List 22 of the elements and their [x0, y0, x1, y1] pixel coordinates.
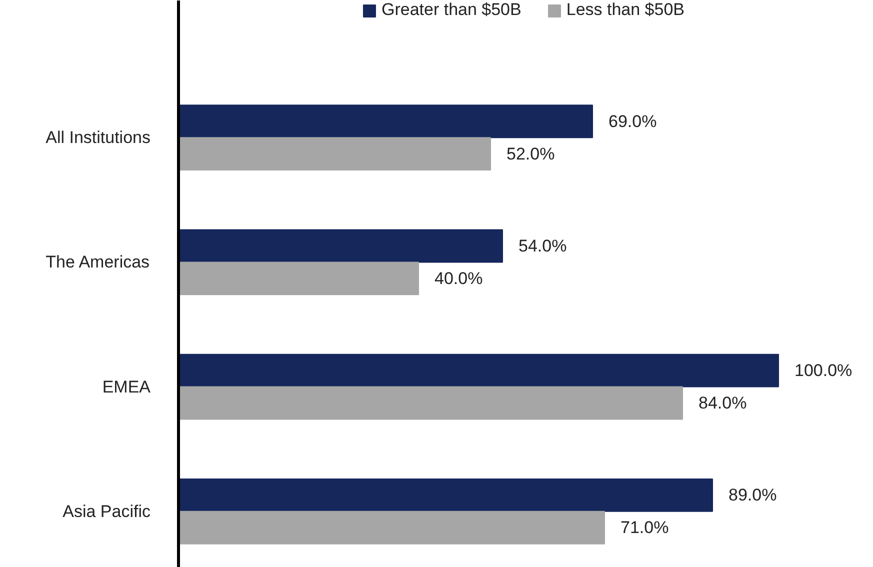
- data-label: 40.0%: [434, 268, 483, 288]
- data-label: 71.0%: [620, 518, 669, 538]
- data-label: 54.0%: [518, 236, 567, 256]
- bar: [178, 478, 713, 512]
- bar: [178, 354, 779, 388]
- y-tick-label: The Americas: [46, 252, 150, 272]
- bar: [178, 104, 593, 138]
- data-label: 100.0%: [794, 361, 852, 380]
- data-label: 52.0%: [506, 144, 555, 164]
- legend-label: Greater than $50B: [381, 0, 522, 20]
- bar: [178, 510, 605, 544]
- y-tick-label: Asia Pacific: [62, 502, 151, 521]
- data-label: 69.0%: [608, 112, 657, 131]
- legend-label: Less than $50B: [566, 0, 685, 20]
- data-label: 89.0%: [728, 486, 777, 505]
- bar: [178, 262, 419, 296]
- bar: [178, 386, 683, 420]
- data-label: 84.0%: [698, 394, 747, 413]
- bar: [178, 229, 503, 263]
- y-tick-label: All Institutions: [46, 128, 151, 148]
- bar: [178, 137, 491, 170]
- y-tick-label: EMEA: [102, 377, 152, 396]
